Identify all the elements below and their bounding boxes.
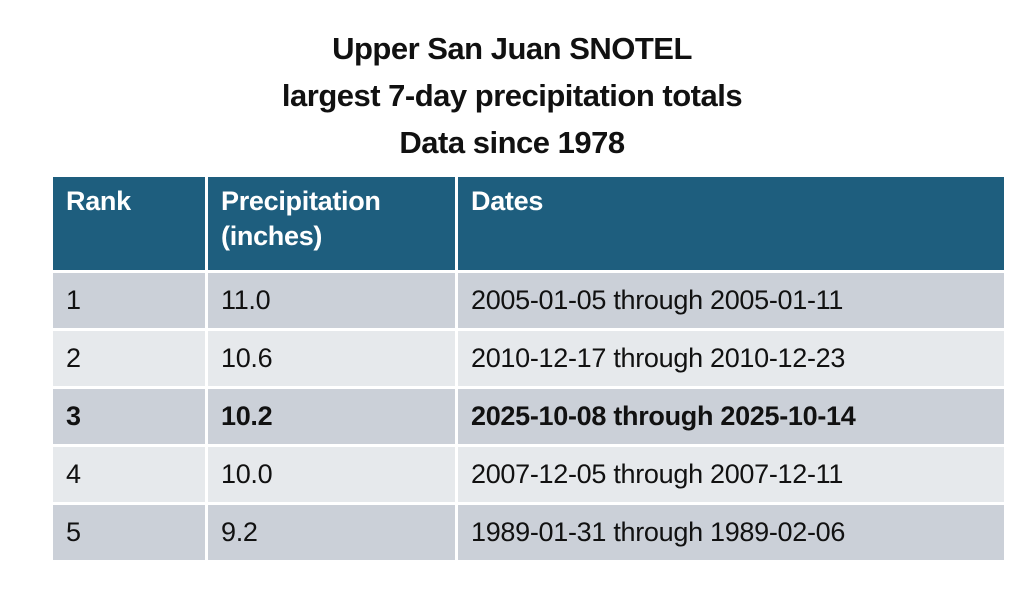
table-cell-precipitation: 10.2 <box>208 389 455 444</box>
table-cell-rank: 3 <box>53 389 205 444</box>
page-title: Upper San Juan SNOTEL largest 7-day prec… <box>0 25 1024 166</box>
title-line-2: largest 7-day precipitation totals <box>281 78 743 113</box>
table-cell-precipitation: 9.2 <box>208 505 455 560</box>
table-cell-precipitation: 11.0 <box>208 273 455 328</box>
table-cell-rank: 2 <box>53 331 205 386</box>
table-cell-dates: 2025-10-08 through 2025-10-14 <box>458 389 1004 444</box>
column-header-rank: Rank <box>53 177 205 270</box>
title-line-3: Data since 1978 <box>399 125 625 160</box>
table-cell-dates: 1989-01-31 through 1989-02-06 <box>458 505 1004 560</box>
table-cell-dates: 2005-01-05 through 2005-01-11 <box>458 273 1004 328</box>
table-cell-precipitation: 10.0 <box>208 447 455 502</box>
table-cell-rank: 1 <box>53 273 205 328</box>
data-table: Rank Precipitation (inches) Dates 1 11.0 2… <box>53 177 1004 560</box>
column-header-dates: Dates <box>458 177 1004 270</box>
table-cell-rank: 5 <box>53 505 205 560</box>
table-cell-precipitation: 10.6 <box>208 331 455 386</box>
column-header-precipitation: Precipitation (inches) <box>208 177 455 270</box>
table-cell-dates: 2007-12-05 through 2007-12-11 <box>458 447 1004 502</box>
title-line-1: Upper San Juan SNOTEL <box>332 31 692 66</box>
table-cell-dates: 2010-12-17 through 2010-12-23 <box>458 331 1004 386</box>
table-cell-rank: 4 <box>53 447 205 502</box>
